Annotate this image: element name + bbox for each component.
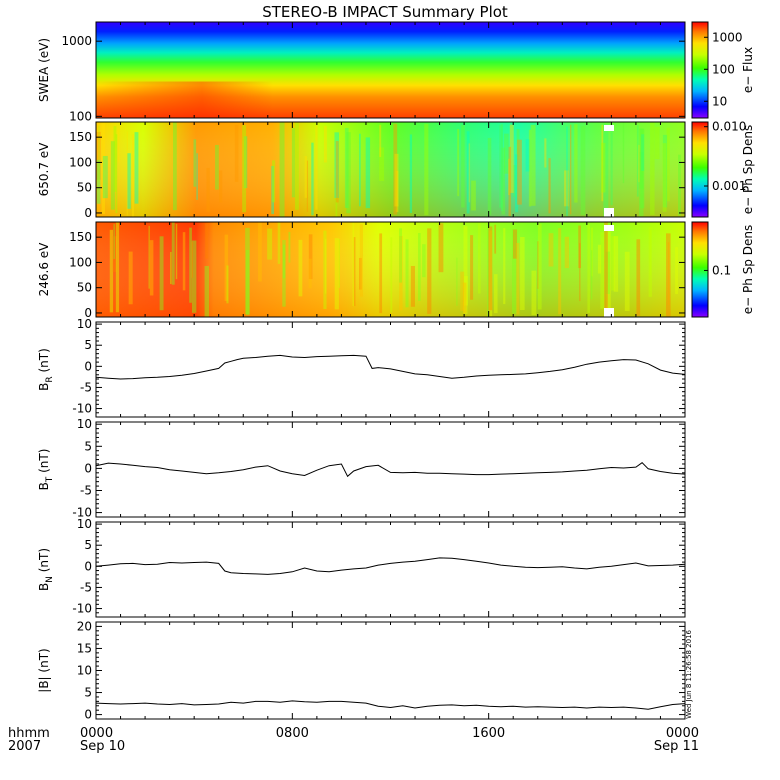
br-panel: -10 -5 0 5 10 BR (nT) bbox=[37, 317, 686, 418]
br-series-line bbox=[95, 354, 686, 380]
colorbar-tick-label: 10 bbox=[712, 94, 727, 108]
y-tick-label: 150 bbox=[69, 230, 92, 244]
bn-series-line bbox=[95, 557, 686, 575]
pad650-colorbar-label: e− Ph Sp Dens bbox=[741, 125, 755, 214]
swea-ylabel: SWEA (eV) bbox=[37, 38, 51, 102]
pad650-heatmap-texture bbox=[96, 122, 681, 217]
y-tick-label: -5 bbox=[80, 380, 92, 394]
pad650-data-gap bbox=[604, 125, 614, 131]
bn-ylabel: BN (nT) bbox=[37, 548, 55, 591]
bmag-ylabel: |B| (nT) bbox=[37, 648, 51, 692]
y-tick-label: -10 bbox=[72, 602, 92, 616]
y-tick-label: 5 bbox=[84, 538, 92, 552]
hhmm-label: hhmm bbox=[8, 726, 50, 741]
y-tick-label: 5 bbox=[84, 338, 92, 352]
y-tick-label: 10 bbox=[77, 517, 92, 531]
y-tick-label: 15 bbox=[77, 641, 92, 655]
br-frame bbox=[95, 321, 686, 418]
y-tick-label: -5 bbox=[80, 483, 92, 497]
pad246-panel: 0 50 100 150 246.6 eV 0.1 e− Ph Sp Dens bbox=[37, 221, 755, 320]
y-tick-label: 0 bbox=[84, 708, 92, 722]
y-tick-label: 100 bbox=[69, 155, 92, 169]
y-tick-label: -5 bbox=[80, 580, 92, 594]
bn-frame bbox=[95, 521, 686, 618]
plot-title: STEREO-B IMPACT Summary Plot bbox=[262, 3, 508, 21]
colorbar-tick-label: 0.1 bbox=[712, 263, 731, 277]
pad650-ylabel: 650.7 eV bbox=[37, 142, 51, 197]
x-date-label: Sep 10 bbox=[80, 739, 125, 754]
x-tick-label: 0000 bbox=[80, 726, 113, 741]
bmag-panel: 0 5 10 15 20 |B| (nT) bbox=[37, 619, 686, 722]
y-tick-label: 50 bbox=[77, 181, 92, 195]
year-label: 2007 bbox=[8, 739, 41, 754]
x-tick-label: 0800 bbox=[276, 726, 309, 741]
y-tick-label: -10 bbox=[72, 506, 92, 520]
y-tick-label: 150 bbox=[69, 130, 92, 144]
bt-ylabel: BT (nT) bbox=[37, 449, 55, 491]
pad650-colorbar bbox=[691, 121, 709, 218]
y-tick-label: 10 bbox=[77, 664, 92, 678]
pad246-heatmap-shade bbox=[96, 222, 685, 317]
plot-timestamp: Wed Jun 8 11:26:58 2016 bbox=[685, 629, 693, 718]
y-tick-label: 100 bbox=[69, 109, 92, 123]
bmag-frame bbox=[95, 621, 686, 720]
x-tick-label: 1600 bbox=[472, 726, 505, 741]
bt-panel: -10 -5 0 5 10 BT (nT) bbox=[37, 417, 686, 520]
swea-colorbar-label: e− Flux bbox=[741, 47, 755, 93]
colorbar-tick-label: 100 bbox=[712, 62, 735, 76]
pad246-data-gap bbox=[604, 308, 614, 317]
colorbar-tick-label: 0.010 bbox=[712, 120, 746, 134]
y-tick-label: 0 bbox=[84, 461, 92, 475]
pad246-data-gap bbox=[604, 225, 614, 231]
swea-colorbar bbox=[691, 21, 709, 119]
pad246-ylabel: 246.6 eV bbox=[37, 242, 51, 297]
colorbar-tick-label: 0.001 bbox=[712, 179, 746, 193]
swea-heatmap-shade bbox=[96, 81, 685, 118]
y-tick-label: 5 bbox=[84, 686, 92, 700]
pad650-data-gap bbox=[604, 208, 614, 217]
pad650-heatmap-shade bbox=[96, 122, 685, 217]
y-tick-label: -10 bbox=[72, 402, 92, 416]
br-ylabel: BR (nT) bbox=[37, 348, 55, 391]
bn-panel: -10 -5 0 5 10 BN (nT) bbox=[37, 517, 686, 618]
bmag-series-line bbox=[95, 700, 686, 710]
y-tick-label: 10 bbox=[77, 417, 92, 431]
y-tick-label: 10 bbox=[77, 317, 92, 331]
pad246-colorbar-label: e− Ph Sp Dens bbox=[741, 225, 755, 314]
bt-series-line bbox=[95, 462, 686, 478]
y-tick-label: 20 bbox=[77, 619, 92, 633]
y-tick-label: 100 bbox=[69, 255, 92, 269]
pad246-heatmap-texture bbox=[109, 222, 679, 317]
y-tick-label: 5 bbox=[84, 439, 92, 453]
y-tick-label: 50 bbox=[77, 281, 92, 295]
x-date-label: Sep 11 bbox=[654, 739, 699, 754]
y-tick-label: 0 bbox=[84, 206, 92, 220]
y-tick-label: 0 bbox=[84, 559, 92, 573]
y-tick-label: 0 bbox=[84, 359, 92, 373]
y-tick-label: 0 bbox=[84, 306, 92, 320]
y-tick-label: 1000 bbox=[61, 34, 92, 48]
pad246-colorbar bbox=[691, 221, 709, 318]
colorbar-tick-label: 1000 bbox=[712, 30, 743, 44]
swea-panel: 100 1000 SWEA (eV) 10 100 1000 e− Flux bbox=[37, 21, 755, 123]
x-tick-label: 0000 bbox=[666, 726, 699, 741]
